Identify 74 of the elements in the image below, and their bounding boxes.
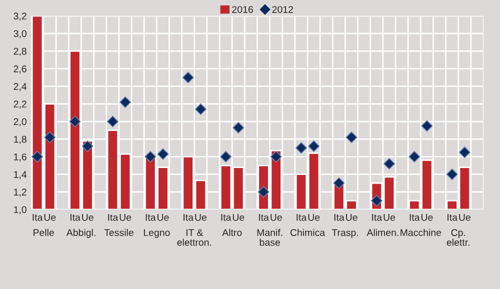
- x-tick-label: Ita: [448, 214, 458, 221]
- point: [346, 132, 358, 144]
- y-tick-label: 1,2: [14, 188, 26, 197]
- x-tick-label: Ita: [259, 214, 269, 221]
- legend-label: 2012: [272, 6, 293, 13]
- x-tick-label: Ue: [346, 214, 358, 221]
- x-tick-label: Ita: [334, 214, 344, 221]
- x-tick-label: Ita: [70, 214, 80, 221]
- x-tick-label: Ita: [32, 214, 43, 221]
- x-tick-label: Ita: [410, 214, 420, 221]
- y-tick-label: 1,0: [14, 206, 26, 214]
- legend-label: 2016: [232, 6, 253, 13]
- point: [258, 186, 270, 198]
- point: [69, 116, 81, 128]
- point: [270, 150, 282, 163]
- text: Abbigl.: [66, 228, 96, 238]
- point: [157, 148, 169, 160]
- y-tick-label: 2,6: [14, 65, 26, 74]
- y-tick-label: 2,8: [14, 48, 26, 56]
- point: [232, 122, 244, 134]
- text: Cp. elettr.: [446, 229, 470, 246]
- point: [308, 140, 320, 152]
- point: [182, 72, 194, 84]
- point: [408, 150, 420, 163]
- y-tick-label: 1,4: [14, 171, 27, 180]
- x-tick-label: Ue: [308, 214, 320, 221]
- x-tick-label: Ita: [108, 214, 118, 221]
- point: [144, 150, 156, 163]
- x-tick-label: Ue: [270, 214, 282, 221]
- point: [82, 140, 94, 152]
- text: IT & elettron.: [177, 229, 212, 246]
- y-tick-label: 1,6: [14, 153, 26, 162]
- point: [370, 194, 382, 207]
- y-tick-label: 2,2: [14, 100, 26, 109]
- x-tick-label: Ita: [184, 214, 194, 221]
- x-tick-label: Ita: [221, 214, 232, 221]
- x-tick-label: Ue: [459, 214, 470, 221]
- text: Alimen.: [366, 228, 398, 236]
- point: [421, 120, 433, 132]
- text: Chimica: [290, 228, 326, 236]
- x-tick-label: Ue: [421, 214, 433, 221]
- x-tick-label: Ita: [372, 214, 382, 221]
- text: Macchine: [400, 228, 442, 236]
- point: [220, 150, 232, 163]
- y-tick-label: 2,4: [14, 83, 27, 92]
- point: [44, 132, 56, 144]
- point: [106, 116, 118, 128]
- point: [31, 150, 44, 163]
- point: [458, 146, 470, 158]
- x-tick-label: Ita: [146, 214, 156, 221]
- text: Trasp.: [332, 229, 358, 238]
- x-tick-label: Ita: [296, 214, 307, 221]
- text: Legno: [144, 229, 170, 238]
- text: Tessile: [104, 228, 134, 236]
- point: [194, 103, 206, 115]
- x-tick-label: Ue: [384, 214, 396, 221]
- x-tick-label: Ue: [82, 214, 94, 221]
- point: [333, 177, 345, 189]
- y-tick-label: 2,0: [14, 118, 26, 126]
- x-tick-label: Ue: [44, 214, 56, 221]
- point: [295, 142, 308, 154]
- x-tick-label: Ue: [120, 214, 132, 221]
- text: Pelle: [34, 228, 54, 236]
- x-tick-label: Ue: [195, 214, 206, 221]
- y-tick-label: 1,8: [14, 136, 26, 144]
- text: Altro: [222, 228, 242, 236]
- x-tick-label: Ue: [232, 214, 244, 221]
- point: [119, 96, 132, 108]
- y-tick-label: 3,2: [14, 12, 26, 21]
- y-tick-label: 3,0: [14, 30, 26, 38]
- text: Manif. base: [257, 228, 282, 246]
- point: [383, 158, 396, 170]
- x-tick-label: Ue: [158, 214, 169, 221]
- point: [446, 168, 458, 180]
